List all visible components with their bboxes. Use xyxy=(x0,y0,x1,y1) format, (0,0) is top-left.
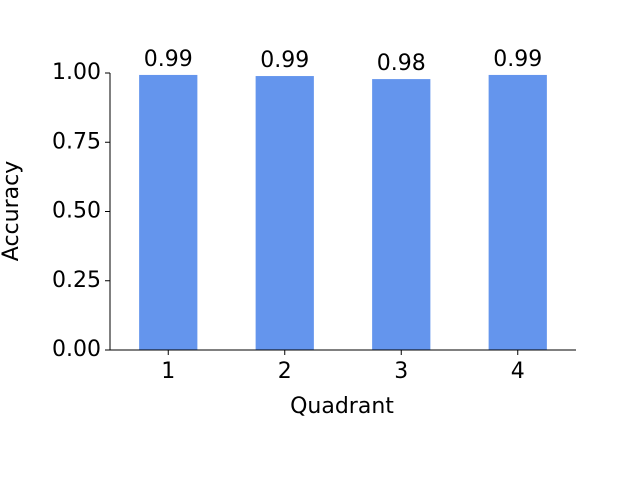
value-label: 0.99 xyxy=(260,48,309,73)
y-tick-label: 0.00 xyxy=(52,337,101,362)
x-tick-label: 4 xyxy=(511,359,525,384)
x-tick-label: 2 xyxy=(278,359,292,384)
y-tick-label: 1.00 xyxy=(52,60,101,85)
bar xyxy=(139,74,198,351)
y-tick-label: 0.25 xyxy=(52,268,101,293)
x-axis-label: Quadrant xyxy=(290,394,394,419)
value-label: 0.99 xyxy=(144,47,193,72)
y-tick-label: 0.50 xyxy=(52,199,101,224)
bar xyxy=(255,76,314,350)
bar xyxy=(488,74,547,351)
x-tick-label: 1 xyxy=(161,359,175,384)
x-tick-label: 3 xyxy=(394,359,408,384)
y-tick-label: 0.75 xyxy=(52,129,101,154)
y-axis-label: Accuracy xyxy=(0,161,24,261)
value-label: 0.99 xyxy=(493,47,542,72)
value-label: 0.98 xyxy=(377,51,426,76)
bar xyxy=(372,79,431,351)
